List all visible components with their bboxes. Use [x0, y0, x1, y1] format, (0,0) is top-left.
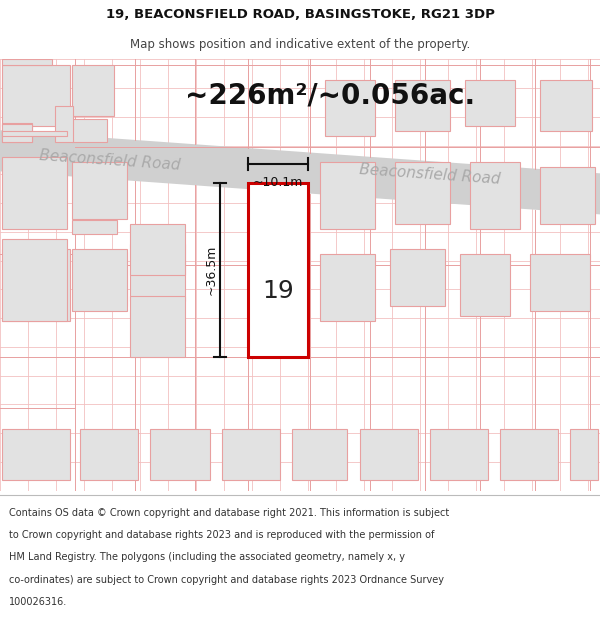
- Bar: [2, 123, 32, 141]
- Bar: [55, 106, 73, 141]
- Bar: [540, 80, 592, 131]
- Bar: [2, 124, 32, 141]
- Text: ~36.5m: ~36.5m: [205, 244, 218, 295]
- Bar: [72, 64, 114, 116]
- Text: Contains OS data © Crown copyright and database right 2021. This information is : Contains OS data © Crown copyright and d…: [9, 508, 449, 518]
- Bar: [570, 429, 598, 481]
- Bar: [72, 162, 127, 219]
- Bar: [72, 249, 127, 311]
- Text: to Crown copyright and database rights 2023 and is reproduced with the permissio: to Crown copyright and database rights 2…: [9, 530, 434, 540]
- Bar: [325, 80, 375, 136]
- Bar: [460, 254, 510, 316]
- Bar: [80, 429, 138, 481]
- Text: Beaconsfield Road: Beaconsfield Road: [359, 162, 501, 187]
- Bar: [75, 253, 127, 306]
- Bar: [395, 80, 450, 131]
- Bar: [222, 429, 280, 481]
- Bar: [500, 429, 558, 481]
- Bar: [130, 244, 185, 301]
- Text: co-ordinates) are subject to Crown copyright and database rights 2023 Ordnance S: co-ordinates) are subject to Crown copyr…: [9, 574, 444, 584]
- Bar: [430, 429, 488, 481]
- Bar: [2, 59, 52, 64]
- Bar: [530, 254, 590, 311]
- Bar: [248, 182, 308, 357]
- Bar: [130, 224, 185, 275]
- Bar: [2, 239, 67, 321]
- Polygon shape: [0, 130, 600, 214]
- Bar: [2, 157, 67, 229]
- Bar: [2, 64, 70, 126]
- Text: ~226m²/~0.056ac.: ~226m²/~0.056ac.: [185, 81, 475, 109]
- Bar: [465, 80, 515, 126]
- Text: Map shows position and indicative extent of the property.: Map shows position and indicative extent…: [130, 38, 470, 51]
- Bar: [320, 254, 375, 321]
- Text: ~10.1m: ~10.1m: [253, 176, 303, 189]
- Bar: [320, 162, 375, 229]
- Text: 19, BEACONSFIELD ROAD, BASINGSTOKE, RG21 3DP: 19, BEACONSFIELD ROAD, BASINGSTOKE, RG21…: [106, 8, 494, 21]
- Bar: [470, 162, 520, 229]
- Bar: [2, 429, 70, 481]
- Bar: [540, 167, 595, 224]
- Bar: [130, 296, 185, 357]
- Bar: [72, 119, 107, 141]
- Bar: [292, 429, 347, 481]
- Text: 100026316.: 100026316.: [9, 597, 67, 607]
- Bar: [360, 429, 418, 481]
- Text: 19: 19: [262, 279, 294, 302]
- Bar: [2, 249, 70, 321]
- Bar: [390, 249, 445, 306]
- Bar: [395, 162, 450, 224]
- Bar: [72, 219, 117, 234]
- Bar: [2, 131, 67, 136]
- Bar: [150, 429, 210, 481]
- Text: Beaconsfield Road: Beaconsfield Road: [39, 148, 181, 173]
- Text: HM Land Registry. The polygons (including the associated geometry, namely x, y: HM Land Registry. The polygons (includin…: [9, 552, 405, 562]
